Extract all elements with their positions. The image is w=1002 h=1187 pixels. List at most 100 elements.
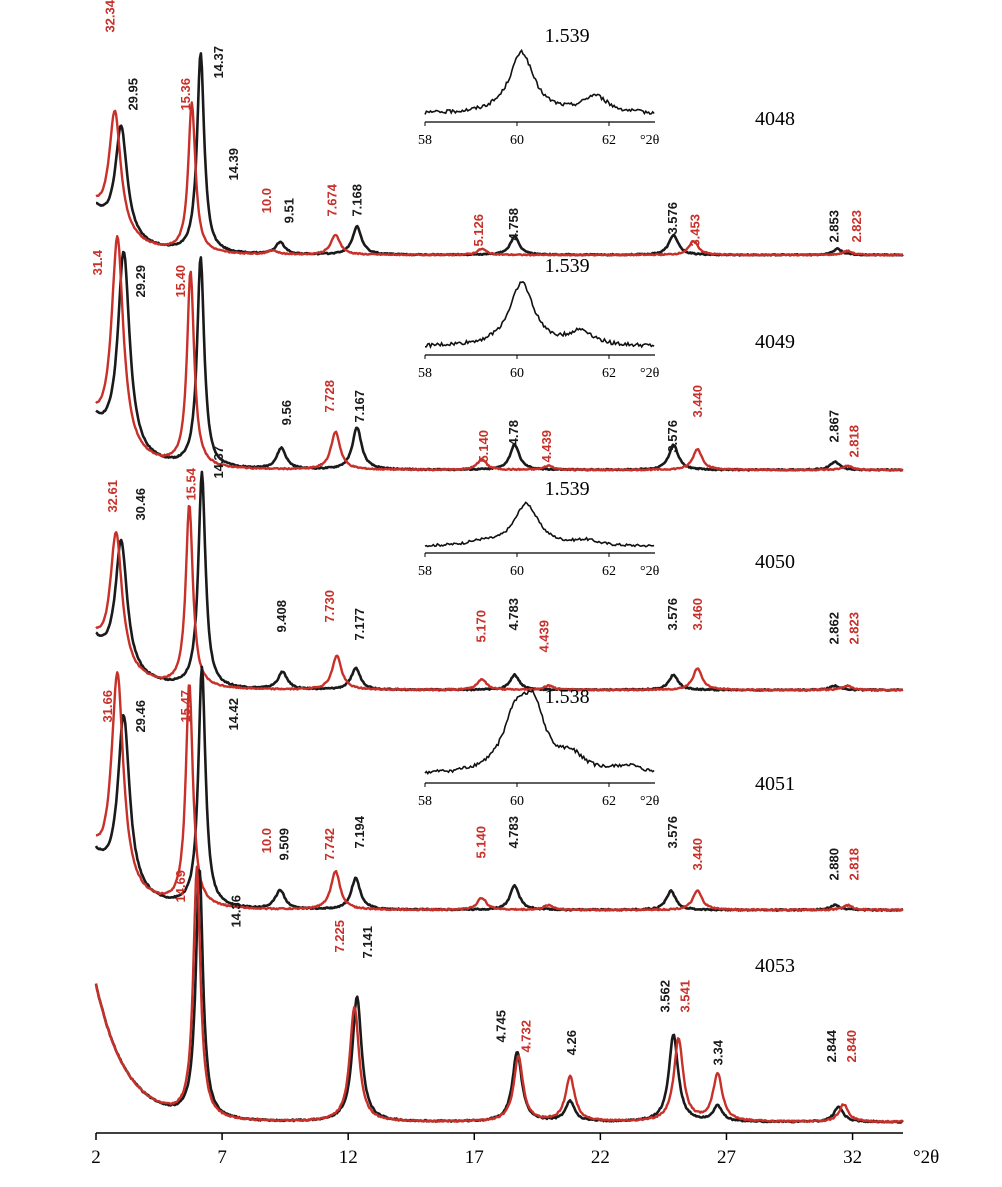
- peak-label: 5.140: [476, 430, 491, 463]
- inset-unit: °2θ: [640, 366, 660, 381]
- inset-4051: 58 60 62 °2θ 1.538: [418, 686, 660, 809]
- peak-label: 2.862: [826, 612, 841, 645]
- series-untreated-line: [95, 52, 904, 257]
- peak-label: 9.56: [279, 400, 294, 425]
- peak-label: 3.440: [690, 385, 705, 418]
- series-treated-line: [95, 101, 904, 257]
- peak-label: 7.728: [322, 380, 337, 413]
- peak-label: 10.0: [259, 188, 274, 213]
- peak-label: 9.408: [274, 600, 289, 633]
- x-tick-label: 17: [465, 1147, 484, 1168]
- inset-unit: °2θ: [640, 794, 660, 809]
- inset-tick-label: 60: [510, 366, 524, 381]
- series-treated-line: [94, 865, 904, 1124]
- panel-4050: 4050 32.61 30.46 15.54 14.37 9.408 7.730 7.177 5…: [95, 446, 904, 692]
- peak-label: 3.541: [678, 980, 693, 1013]
- peak-label: 29.29: [133, 265, 148, 298]
- peak-label: 10.0: [259, 828, 274, 853]
- x-axis: 2 7 12 17 22 27 32 °2θ: [91, 1132, 939, 1168]
- peak-label: 31.66: [100, 690, 115, 723]
- inset-tick-label: 58: [418, 133, 432, 148]
- inset-tick-label: 58: [418, 366, 432, 381]
- inset-tick-label: 60: [510, 794, 524, 809]
- panel-4053: 4053 14.69 14.36 7.225 7.141 4.745 4.732 4.26 3.…: [94, 865, 904, 1124]
- peak-label: 7.730: [322, 590, 337, 623]
- peak-label: 7.674: [324, 183, 339, 216]
- inset-4048: 58 60 62 °2θ 1.539: [418, 25, 660, 148]
- x-axis-ticks: 2 7 12 17 22 27 32: [91, 1133, 862, 1168]
- peak-label: 5.126: [471, 214, 486, 247]
- inset-tick-label: 58: [418, 564, 432, 579]
- peak-label: 4.732: [519, 1020, 534, 1053]
- panel-4048: 4048 29.95 32.34 15.36 14.37 14.39 10.0 9.51 7.6…: [95, 0, 904, 257]
- peak-label: 2.880: [826, 848, 841, 881]
- x-tick-label: 32: [843, 1147, 862, 1168]
- peak-label: 7.168: [350, 184, 365, 217]
- peak-label: 15.54: [183, 467, 198, 500]
- inset-line: [424, 281, 655, 349]
- series-treated-line: [95, 235, 904, 472]
- panels: 4048 29.95 32.34 15.36 14.37 14.39 10.0 9.51 7.6…: [90, 0, 904, 1124]
- sample-label: 4051: [755, 773, 795, 795]
- sample-label: 4050: [755, 551, 795, 573]
- peak-label: 3.34: [710, 1039, 725, 1065]
- inset-line: [424, 48, 655, 116]
- x-tick-label: 22: [591, 1147, 610, 1168]
- x-tick-label: 2: [91, 1147, 101, 1168]
- panel-4049: 4049 31.4 29.29 15.40 9.56 7.728 7.167 5.140 4.7…: [90, 235, 904, 472]
- series-untreated-line: [95, 470, 904, 692]
- peak-label: 9.51: [282, 198, 297, 223]
- peak-label: 14.69: [173, 870, 188, 903]
- x-tick-label: 12: [339, 1147, 358, 1168]
- peak-label: 29.95: [125, 78, 140, 111]
- inset-4049: 58 60 62 °2θ 1.539: [418, 255, 660, 381]
- peak-label: 14.37: [211, 446, 226, 479]
- peak-label: 32.61: [105, 480, 120, 513]
- inset-line: [424, 501, 655, 548]
- inset-peak-label: 1.539: [545, 25, 590, 47]
- inset-tick-label: 62: [602, 133, 616, 148]
- inset-peak-label: 1.539: [545, 255, 590, 277]
- peak-label: 2.818: [847, 848, 862, 881]
- peak-label: 14.39: [226, 148, 241, 181]
- series-treated-line: [95, 671, 904, 912]
- inset-unit: °2θ: [640, 564, 660, 579]
- series-untreated-line: [95, 250, 904, 472]
- series-treated-line: [95, 504, 904, 692]
- peak-label: 3.576: [665, 420, 680, 453]
- peak-label: 4.758: [506, 208, 521, 241]
- peak-label: 15.36: [178, 78, 193, 111]
- peak-label: 4.26: [564, 1030, 579, 1055]
- peak-label: 3.453: [688, 214, 703, 247]
- peak-label: 5.140: [473, 826, 488, 859]
- peak-label: 9.509: [277, 828, 292, 861]
- peak-label: 7.141: [360, 926, 375, 959]
- peak-label: 7.742: [322, 828, 337, 861]
- sample-label: 4053: [755, 955, 795, 977]
- peak-label: 7.167: [352, 390, 367, 423]
- peak-label: 3.440: [690, 838, 705, 871]
- inset-4050: 58 60 62 °2θ 1.539: [418, 478, 660, 579]
- panel-4051: 4051 31.66 29.46 15.47 14.42 10.0 9.509 7.742 7.…: [94, 665, 904, 912]
- peak-label: 2.840: [844, 1030, 859, 1063]
- peak-label: 4.783: [506, 598, 521, 631]
- peak-label: 7.194: [352, 815, 367, 848]
- peak-label: 2.867: [826, 410, 841, 443]
- inset-line: [424, 688, 655, 776]
- sample-label: 4048: [755, 108, 795, 130]
- peak-label: 2.823: [847, 612, 862, 645]
- inset-tick-label: 60: [510, 133, 524, 148]
- peak-label: 14.36: [229, 895, 244, 928]
- x-tick-label: 27: [717, 1147, 736, 1168]
- peak-label: 4.78: [506, 420, 521, 445]
- inset-unit: °2θ: [640, 133, 660, 148]
- x-axis-unit: °2θ: [913, 1147, 939, 1168]
- inset-tick-label: 62: [602, 564, 616, 579]
- peak-label: 15.40: [173, 265, 188, 298]
- peak-label: 7.177: [352, 608, 367, 641]
- peak-label: 14.37: [211, 46, 226, 79]
- peak-label: 4.439: [539, 430, 554, 463]
- peak-label: 4.783: [506, 816, 521, 849]
- peak-label: 3.460: [690, 598, 705, 631]
